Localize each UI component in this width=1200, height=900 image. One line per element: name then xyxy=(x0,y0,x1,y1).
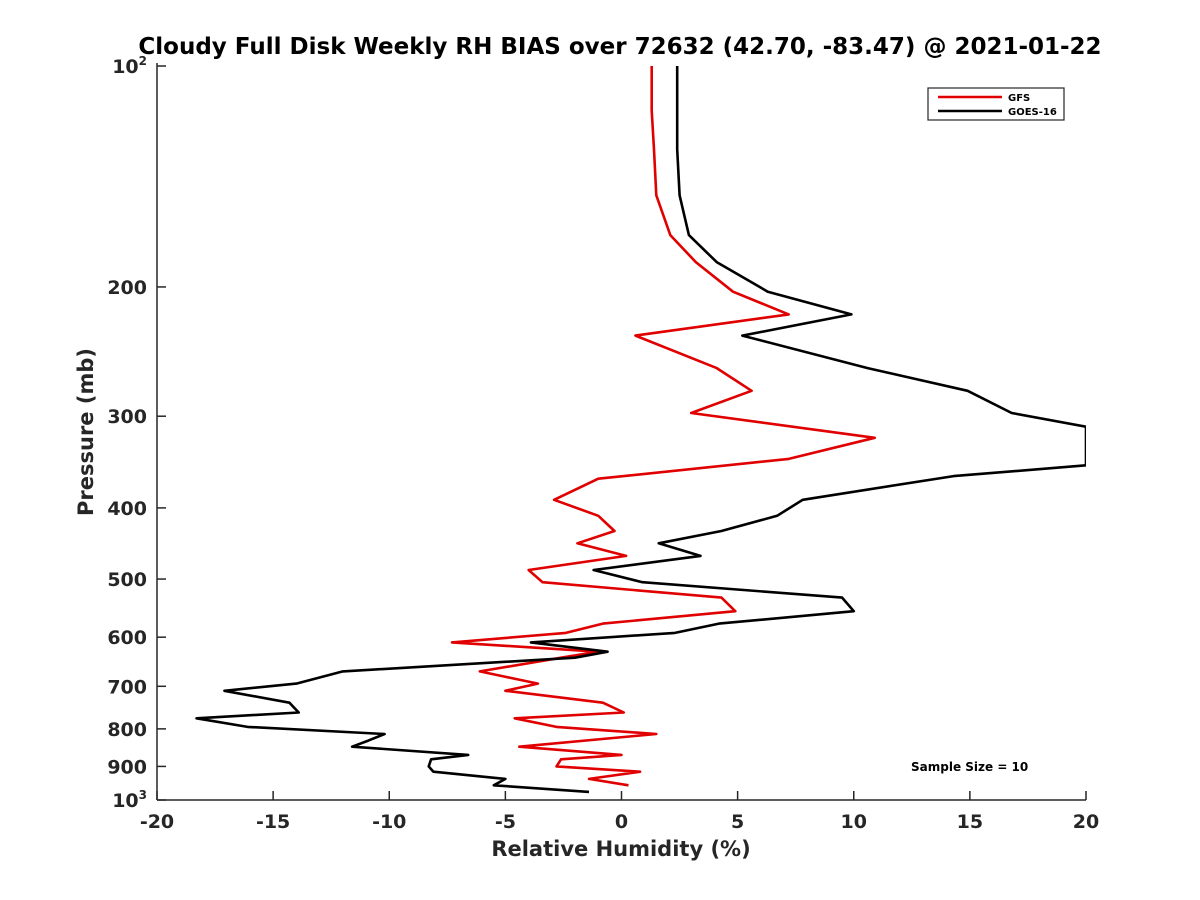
x-tick-label: -10 xyxy=(372,811,406,833)
y-tick-label: 900 xyxy=(107,756,147,778)
y-tick-label: 103 xyxy=(112,788,147,812)
x-tick-label: -20 xyxy=(140,811,174,833)
x-tick-label: 10 xyxy=(841,811,867,833)
x-tick-label: 0 xyxy=(615,811,628,833)
y-tick-label: 400 xyxy=(107,498,147,520)
y-tick-label: 500 xyxy=(107,569,147,591)
x-tick-label: -5 xyxy=(495,811,516,833)
y-tick-label: 200 xyxy=(107,277,147,299)
x-ticks: -20 -15 -10 -5 0 5 10 15 20 xyxy=(140,791,1099,833)
sample-size-annotation: Sample Size = 10 xyxy=(911,760,1028,774)
y-tick-label: 700 xyxy=(107,676,147,698)
axes xyxy=(156,63,1086,801)
y-tick-label: 800 xyxy=(107,719,147,741)
plot-series xyxy=(195,66,1086,794)
series-line-goes16 xyxy=(195,66,1086,794)
y-tick-label: 600 xyxy=(107,627,147,649)
legend-label-gfs: GFS xyxy=(1008,93,1030,104)
x-tick-label: 15 xyxy=(957,811,983,833)
legend-box xyxy=(927,87,1065,121)
y-axis-label: Pressure (mb) xyxy=(74,348,98,516)
legend: GFS GOES-16 xyxy=(927,87,1065,121)
x-axis-label: Relative Humidity (%) xyxy=(491,837,750,861)
legend-label-goes16: GOES-16 xyxy=(1008,107,1057,118)
y-tick-label: 300 xyxy=(107,406,147,428)
y-tick-label: 102 xyxy=(112,54,147,78)
x-tick-label: 20 xyxy=(1073,811,1099,833)
x-tick-label: -15 xyxy=(256,811,290,833)
x-tick-label: 5 xyxy=(731,811,744,833)
series-line-gfs xyxy=(450,66,876,787)
y-ticks: 102 200 300 400 500 600 700 800 900 103 xyxy=(107,54,166,812)
chart-title: Cloudy Full Disk Weekly RH BIAS over 726… xyxy=(138,34,1101,60)
